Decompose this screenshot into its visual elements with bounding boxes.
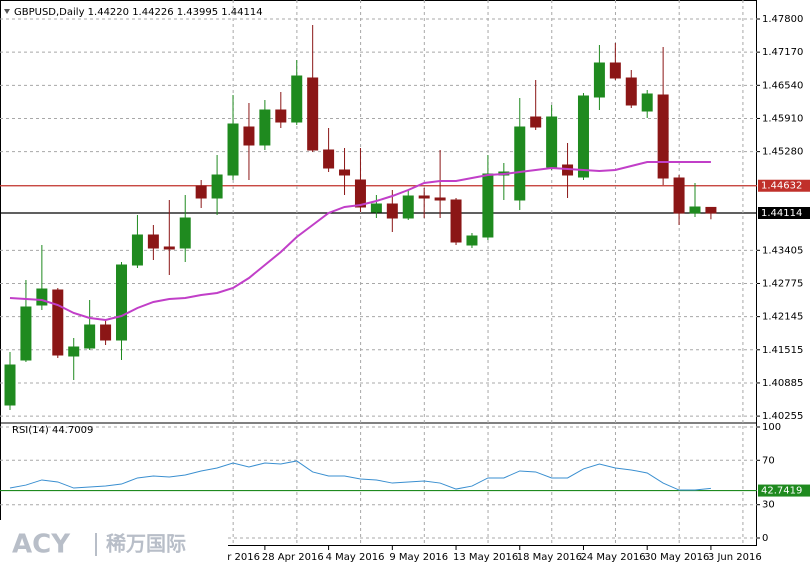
candle-body bbox=[116, 264, 128, 341]
y-tick-label: 1.47170 bbox=[762, 47, 803, 58]
candle-body bbox=[52, 289, 64, 356]
x-tick-label: 3 Jun 2016 bbox=[708, 552, 762, 563]
price-label: 1.44114 bbox=[761, 208, 802, 219]
candle-body bbox=[131, 234, 143, 266]
y-tick-label: 1.46540 bbox=[762, 80, 803, 91]
candle-body bbox=[546, 116, 558, 168]
candle-body bbox=[307, 77, 319, 151]
candle-body bbox=[195, 185, 207, 199]
y-tick-label: 1.42145 bbox=[762, 312, 803, 323]
candle-body bbox=[530, 116, 542, 128]
x-tick-label: 13 May 2016 bbox=[453, 552, 518, 563]
candle-body bbox=[466, 235, 478, 246]
watermark: ACY 稀万国际 bbox=[0, 520, 228, 568]
candle-body bbox=[657, 94, 669, 179]
candle-body bbox=[514, 126, 526, 201]
x-tick-label: 22 Apr 2016 bbox=[198, 552, 260, 563]
candle-body bbox=[291, 75, 303, 123]
x-tick-label: 24 May 2016 bbox=[580, 552, 645, 563]
y-tick-label: 1.45280 bbox=[762, 147, 803, 158]
candle-body bbox=[689, 206, 701, 214]
price-label: 1.44632 bbox=[761, 181, 802, 192]
rsi-title: RSI(14) 44.7009 bbox=[12, 425, 93, 436]
candle-body bbox=[84, 324, 96, 349]
candle-body bbox=[36, 288, 48, 306]
candle-body bbox=[482, 173, 494, 238]
rsi-line bbox=[9, 460, 711, 491]
y-tick-label: 1.40255 bbox=[762, 411, 803, 422]
watermark-box bbox=[0, 520, 228, 568]
candle-body bbox=[68, 346, 80, 357]
x-tick-label: 4 May 2016 bbox=[326, 552, 385, 563]
candle-body bbox=[163, 246, 175, 250]
candle-body bbox=[450, 199, 462, 243]
candle-body bbox=[20, 306, 32, 361]
candle-body bbox=[577, 95, 589, 178]
candle-body bbox=[100, 324, 112, 341]
candle-body bbox=[705, 206, 717, 214]
y-tick-label: 30 bbox=[762, 500, 775, 511]
candle-body bbox=[625, 77, 637, 106]
candle-body bbox=[673, 177, 685, 214]
candle-body bbox=[243, 126, 255, 146]
candle-body bbox=[386, 203, 398, 219]
x-tick-label: 9 May 2016 bbox=[389, 552, 448, 563]
candle-body bbox=[259, 109, 271, 146]
candle-body bbox=[434, 197, 446, 201]
candle-body bbox=[339, 169, 351, 176]
candle-body bbox=[4, 364, 16, 406]
moving-average bbox=[9, 161, 711, 322]
candle-body bbox=[211, 174, 223, 199]
watermark-brand: ACY bbox=[12, 530, 71, 560]
y-tick-label: 70 bbox=[762, 455, 775, 466]
price-label-box bbox=[758, 484, 810, 497]
y-tick-label: 1.41515 bbox=[762, 345, 803, 356]
candle-body bbox=[609, 62, 621, 79]
y-tick-label: 1.42775 bbox=[762, 278, 803, 289]
candle-body bbox=[147, 234, 159, 249]
y-tick-label: 1.45910 bbox=[762, 113, 803, 124]
x-tick-label: 28 Apr 2016 bbox=[262, 552, 324, 563]
price-label-box bbox=[758, 207, 810, 219]
y-tick-label: 100 bbox=[762, 422, 781, 433]
candle-body bbox=[593, 62, 605, 98]
y-tick-label: 1.43405 bbox=[762, 245, 803, 256]
price-label: 42.7419 bbox=[761, 486, 802, 497]
price-label-box bbox=[758, 179, 810, 192]
candle-body bbox=[179, 217, 191, 249]
symbol-icon bbox=[4, 9, 10, 14]
y-tick-label: 1.40885 bbox=[762, 378, 803, 389]
watermark-name: 稀万国际 bbox=[106, 532, 186, 556]
candle-body bbox=[641, 93, 653, 112]
y-tick-label: 1.47800 bbox=[762, 14, 803, 25]
candle-body bbox=[402, 195, 414, 219]
chart-title: GBPUSD,Daily 1.44220 1.44226 1.43995 1.4… bbox=[14, 7, 263, 18]
candle-body bbox=[354, 179, 366, 208]
x-tick-label: 30 May 2016 bbox=[644, 552, 709, 563]
candle-body bbox=[370, 203, 382, 213]
candle-body bbox=[418, 195, 430, 199]
candle-body bbox=[323, 149, 335, 169]
y-tick-label: 0 bbox=[762, 533, 768, 544]
plot-frame bbox=[0, 0, 757, 546]
candle-body bbox=[275, 109, 287, 123]
candle-body bbox=[227, 123, 239, 176]
x-tick-label: 18 May 2016 bbox=[517, 552, 582, 563]
